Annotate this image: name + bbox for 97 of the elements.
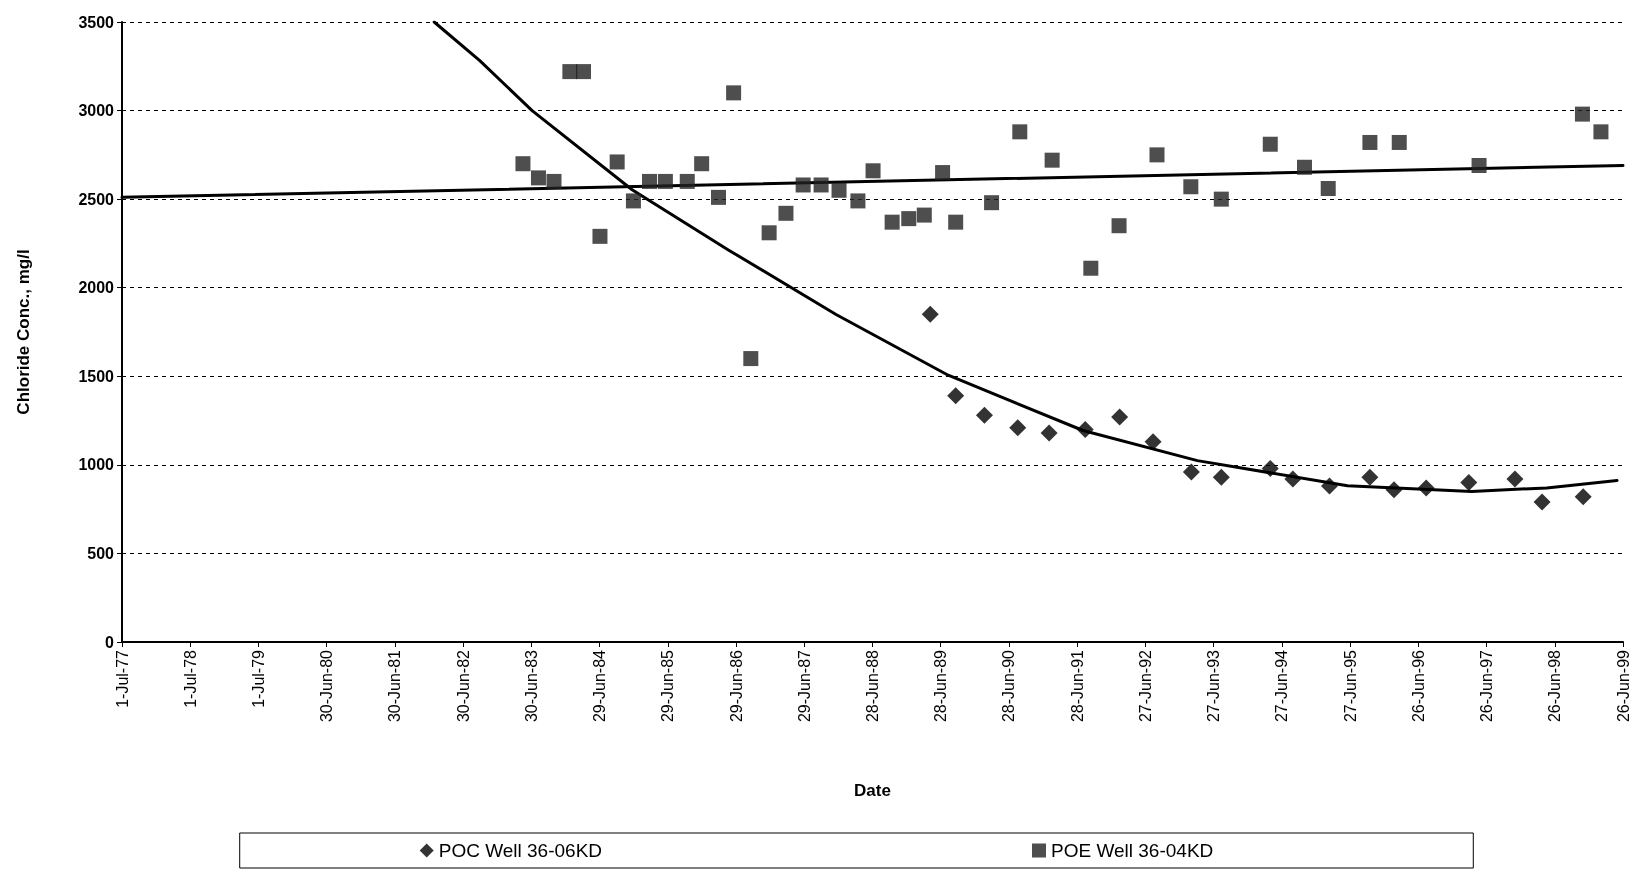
x-tick-label: 29-Jun-84 [591, 649, 609, 723]
point [592, 228, 608, 244]
x-tick-label: 28-Jun-90 [1000, 649, 1018, 723]
point [1471, 157, 1487, 173]
point [1574, 488, 1592, 506]
x-tick-label: 1-Jul-79 [249, 649, 267, 708]
point [743, 351, 759, 367]
point [657, 173, 673, 189]
point [1044, 152, 1060, 168]
point [831, 182, 847, 198]
x-tick-label: 26-Jun-98 [1546, 649, 1564, 723]
point [530, 170, 546, 186]
point [916, 207, 932, 223]
point [694, 156, 710, 172]
y-axis-title: Chloride Conc., mg/l [14, 249, 33, 415]
y-tick-label: 2000 [78, 279, 115, 297]
point [984, 195, 1000, 211]
y-tick-label: 0 [105, 633, 115, 651]
point [1320, 181, 1336, 197]
point [1391, 134, 1407, 150]
point [1296, 159, 1312, 175]
x-tick-label: 26-Jun-97 [1478, 649, 1496, 723]
point [884, 214, 900, 230]
y-tick-label: 1000 [78, 456, 115, 474]
point [1012, 124, 1028, 140]
point [813, 177, 829, 193]
point [710, 189, 726, 205]
point [761, 225, 777, 241]
point [625, 193, 641, 209]
point [935, 165, 951, 181]
x-tick-label: 30-Jun-81 [386, 649, 404, 723]
point [642, 173, 657, 189]
point [1506, 470, 1524, 488]
point [1321, 477, 1339, 495]
point [1213, 191, 1229, 207]
x-tick-label: 27-Jun-95 [1341, 649, 1359, 723]
point [1417, 479, 1435, 497]
x-tick-label: 28-Jun-91 [1068, 649, 1086, 723]
point [576, 64, 592, 80]
point [1040, 424, 1058, 442]
point [679, 173, 695, 189]
point [1262, 136, 1278, 152]
x-tick-label: 27-Jun-92 [1136, 649, 1154, 723]
point [901, 211, 917, 227]
point [1212, 468, 1230, 486]
point [726, 85, 742, 101]
x-tick-label: 27-Jun-93 [1205, 649, 1223, 723]
point [795, 177, 811, 193]
x-tick-label: 29-Jun-86 [727, 649, 745, 723]
point [1593, 124, 1609, 140]
point [1182, 463, 1200, 481]
point [609, 154, 625, 170]
point [1574, 106, 1590, 122]
point [1149, 147, 1165, 163]
point [1261, 459, 1279, 477]
point [778, 205, 794, 221]
point [1183, 179, 1199, 195]
point [1385, 481, 1403, 499]
x-tick-label: 30-Jun-83 [522, 649, 540, 723]
point [1083, 260, 1099, 276]
point [562, 64, 578, 80]
x-tick-label: 28-Jun-88 [864, 649, 881, 723]
x-tick-label: 30-Jun-80 [318, 649, 336, 723]
point [1533, 493, 1551, 511]
x-tick-label: 1-Jul-78 [181, 649, 199, 708]
point [1362, 134, 1378, 150]
y-tick-label: 3500 [78, 13, 115, 31]
point [975, 406, 993, 424]
point [546, 173, 562, 189]
x-tick-label: 1-Jul-77 [113, 649, 131, 708]
x-tick-label: 26-Jun-96 [1409, 649, 1427, 723]
point [947, 387, 965, 405]
x-tick-label: 26-Jun-99 [1614, 649, 1632, 723]
x-tick-label: 27-Jun-94 [1273, 649, 1291, 723]
legend-label: POE Well 36-04KD [1051, 840, 1214, 861]
point [1460, 474, 1478, 492]
point [515, 156, 531, 172]
x-tick-label: 29-Jun-87 [795, 649, 813, 723]
point [865, 163, 881, 179]
point [1009, 419, 1027, 437]
y-tick-label: 2500 [78, 190, 115, 208]
x-tick-label: 28-Jun-89 [932, 649, 950, 723]
point [1111, 218, 1127, 234]
point [921, 305, 939, 323]
y-tick-label: 500 [87, 544, 115, 562]
point [1111, 408, 1129, 426]
point [1076, 420, 1094, 438]
y-tick-label: 3000 [78, 102, 115, 120]
point [850, 193, 866, 209]
y-tick-label: 1500 [78, 367, 115, 385]
legend-label: POC Well 36-06KD [438, 840, 603, 861]
x-axis-title: Date [854, 781, 891, 800]
x-tick-label: 30-Jun-82 [454, 649, 472, 723]
point [1284, 470, 1302, 488]
point [1361, 468, 1379, 486]
point [948, 214, 964, 230]
x-tick-label: 29-Jun-85 [659, 649, 677, 723]
